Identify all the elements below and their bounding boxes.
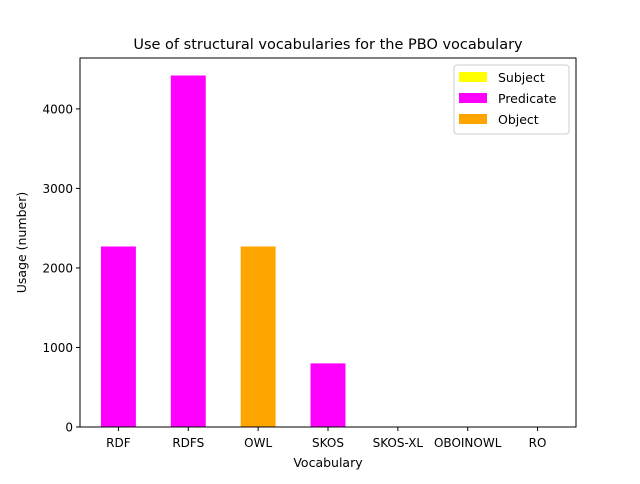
- bar-object-owl: [240, 246, 276, 427]
- x-axis-label: Vocabulary: [293, 455, 363, 470]
- legend-label-predicate: Predicate: [498, 91, 557, 106]
- x-tick-label: SKOS: [312, 436, 344, 450]
- legend: Subject Predicate Object: [453, 64, 570, 135]
- x-tick-label: OWL: [244, 436, 272, 450]
- bar-predicate-rdfs: [170, 75, 206, 427]
- y-tick-label: 0: [65, 421, 73, 435]
- x-tick-label: OBOINOWL: [434, 436, 502, 450]
- y-tick-label: 1000: [42, 341, 73, 355]
- y-tick-label: 4000: [42, 102, 73, 116]
- x-tick-label: RDF: [106, 436, 131, 450]
- legend-label-subject: Subject: [498, 70, 545, 85]
- legend-label-object: Object: [498, 112, 539, 127]
- x-tick-label: RDFS: [172, 436, 204, 450]
- chart-title: Use of structural vocabularies for the P…: [133, 37, 523, 53]
- x-tick-label: RO: [529, 436, 547, 450]
- legend-swatch-object: [459, 114, 487, 124]
- bar-predicate-rdf: [100, 246, 136, 427]
- x-tick-label: SKOS-XL: [373, 436, 424, 450]
- plot-area: RDF RDFS OWL SKOS SKOS-XL OBOINOWL RO 0 1000 2000…: [42, 75, 546, 450]
- legend-swatch-subject: [459, 72, 487, 82]
- bar-predicate-skos: [310, 363, 346, 427]
- y-axis-label: Usage (number): [14, 192, 29, 293]
- plot-frame: [79, 57, 577, 428]
- legend-swatch-predicate: [459, 93, 487, 103]
- y-tick-label: 2000: [42, 261, 73, 275]
- y-tick-label: 3000: [42, 182, 73, 196]
